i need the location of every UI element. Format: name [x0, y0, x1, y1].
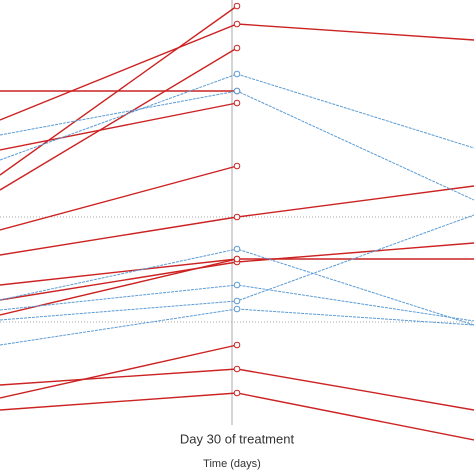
x-axis-label: Time (days) [203, 458, 261, 470]
data-point [233, 99, 241, 107]
plot [0, 2, 474, 441]
data-point [233, 255, 241, 263]
series-line [0, 102, 238, 151]
series-line [0, 308, 474, 346]
data-point [233, 341, 241, 349]
series-line [0, 185, 474, 256]
data-point [233, 281, 241, 289]
data-point [233, 389, 241, 397]
data-point [233, 87, 241, 95]
data-point [233, 20, 241, 28]
data-point [233, 44, 241, 52]
data-point [233, 213, 241, 221]
data-point [233, 2, 241, 10]
data-point [233, 70, 241, 78]
data-point [233, 365, 241, 373]
data-point [233, 297, 241, 305]
x-tick-label: Day 30 of treatment [180, 431, 295, 446]
series-line [0, 258, 238, 316]
series-line [0, 165, 238, 231]
data-point [233, 245, 241, 253]
data-point [233, 305, 241, 313]
series-line [0, 47, 238, 191]
data-point [233, 162, 241, 170]
series-line [0, 90, 474, 201]
series-line [0, 344, 238, 399]
series-line [0, 368, 474, 411]
